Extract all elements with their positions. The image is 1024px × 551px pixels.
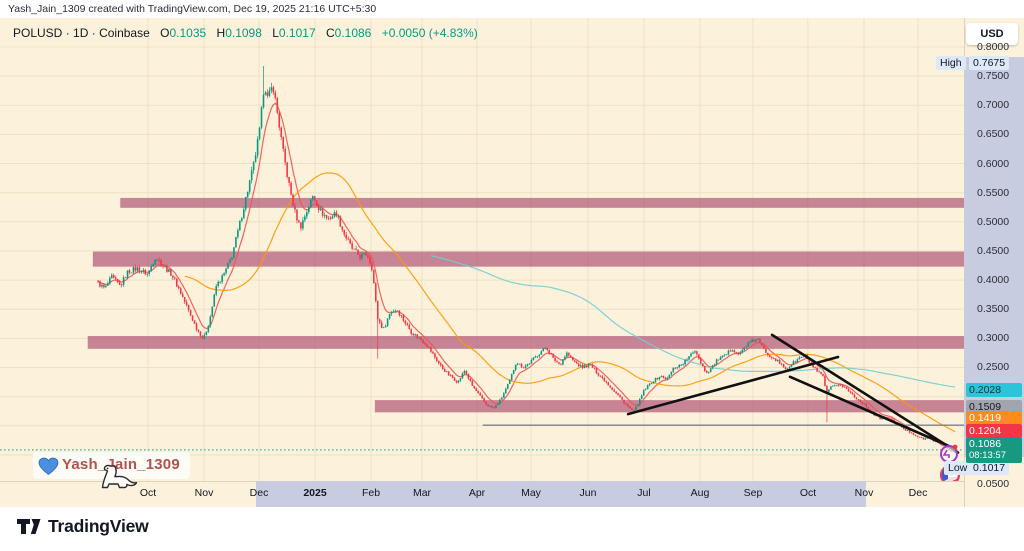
month-label: Jul [637, 487, 651, 499]
sma-mid-line [184, 172, 956, 433]
month-label: Nov [194, 487, 214, 499]
close-key: C [325, 26, 335, 40]
legend-separator: · [65, 26, 70, 40]
month-label: Oct [139, 487, 157, 499]
price-tick-label: 0.6500 [977, 128, 1010, 140]
month-label: Dec [249, 487, 269, 499]
month-label: Apr [468, 487, 486, 499]
last-price-label: 0.1086 08:13:57 [966, 437, 1022, 463]
month-label: May [521, 487, 541, 499]
price-tick-label: 0.5000 [977, 216, 1010, 228]
high-value: 0.1098 [225, 26, 262, 40]
month-label: Aug [690, 487, 710, 499]
price-tick-label: 0.3500 [977, 303, 1010, 315]
trendline-drawing[interactable] [788, 375, 955, 450]
price-tick-label: 0.6000 [977, 158, 1010, 170]
currency-usd-button[interactable]: USD [966, 23, 1018, 45]
tradingview-logo-icon [17, 519, 41, 534]
symbol-name[interactable]: POLUSD [13, 26, 63, 40]
heart-icon [38, 457, 59, 475]
up-candle-bodies [101, 87, 956, 453]
price-tick-label: 0.7500 [977, 70, 1010, 82]
month-label: Jun [579, 487, 597, 499]
low-badge: Low [944, 461, 972, 475]
symbol-legend[interactable]: POLUSD · 1D · Coinbase O0.1035 H0.1098 L… [13, 26, 478, 40]
low-price-label: 0.1017 [969, 461, 1010, 475]
chart-canvas[interactable] [0, 18, 964, 481]
attribution-text: Yash_Jain_1309 created with TradingView.… [8, 3, 377, 15]
price-tick-label: 0.5500 [977, 187, 1010, 199]
month-label: 2025 [303, 487, 327, 499]
price-tick-label: 0.0500 [977, 478, 1010, 490]
line-price-label: 0.1204 [966, 424, 1022, 438]
price-axis-labels: 0.8000 0.7500 0.7000 0.6500 0.6000 0.5500 0.50… [936, 0, 1024, 551]
line-price-label: 0.1419 [966, 411, 1022, 425]
trendline-drawing[interactable] [626, 355, 840, 416]
tradingview-logo-text: TradingView [48, 516, 149, 536]
low-value: 0.1017 [278, 26, 316, 40]
supply-zone[interactable] [374, 400, 964, 413]
sma-slow-line [430, 255, 956, 388]
open-key: O [160, 26, 170, 40]
price-tick-label: 0.4500 [977, 245, 1010, 257]
month-label: Oct [799, 487, 817, 499]
line-price-label: 0.1509 [966, 400, 1022, 414]
high-key: H [216, 26, 226, 40]
price-tick-label: 0.8000 [977, 41, 1010, 53]
month-label: Feb [361, 487, 381, 499]
open-value: 0.1035 [169, 26, 207, 40]
interval-label[interactable]: 1D [73, 26, 89, 40]
low-key: L [272, 26, 279, 40]
price-tick-label: 0.4000 [977, 274, 1010, 286]
tradingview-logo[interactable]: TradingView [17, 516, 149, 537]
change-value: +0.0050 (+4.83%) [381, 26, 478, 40]
supply-zone[interactable] [120, 197, 964, 208]
footer-strip [0, 507, 1024, 551]
month-label: Nov [854, 487, 874, 499]
price-tick-label: 0.7000 [977, 99, 1010, 111]
supply-zone[interactable] [92, 251, 964, 267]
month-label: Dec [908, 487, 928, 499]
close-value: 0.1086 [334, 26, 372, 40]
time-axis-highlight [256, 481, 866, 507]
exchange-label: Coinbase [99, 26, 150, 40]
high-price-label: 0.7675 [969, 56, 1010, 70]
sticker-icon-1[interactable] [940, 444, 958, 463]
supply-zone[interactable] [87, 336, 964, 349]
price-tick-label: 0.2500 [977, 361, 1010, 373]
trendline-drawing[interactable] [770, 333, 960, 454]
dino-cursor-icon [101, 464, 138, 489]
price-tick-label: 0.3000 [977, 332, 1010, 344]
legend-separator: · [91, 26, 96, 40]
watermark-username: Yash_Jain_1309 [62, 456, 180, 473]
month-label: Sep [743, 487, 763, 499]
high-badge: High [936, 56, 966, 70]
line-price-label: 0.2028 [966, 383, 1022, 397]
month-label: Mar [412, 487, 432, 499]
